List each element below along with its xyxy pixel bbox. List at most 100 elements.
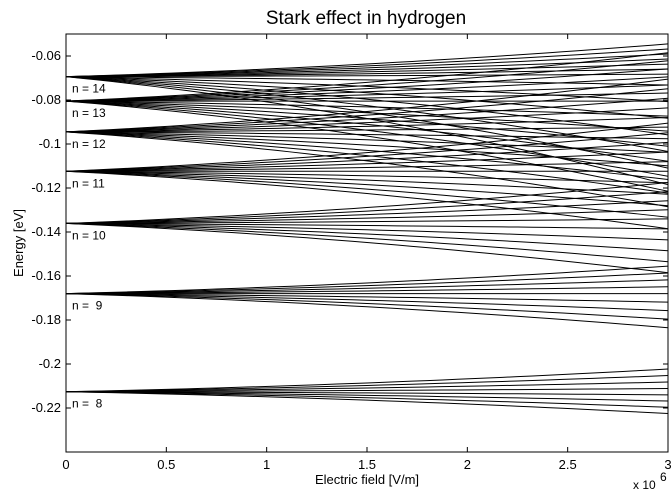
level-8-curve [65,375,669,393]
x-tick-label: 1.5 [358,457,376,472]
level-9-curve [65,286,669,295]
y-tick-label: -0.14 [31,224,61,239]
y-tick-label: -0.22 [31,400,61,415]
level-label-n11: n = 11 [72,176,105,190]
level-11-curve [65,170,669,207]
level-13-curve [65,100,669,117]
level-14-curve [65,48,669,78]
level-9-curve [65,279,669,295]
y-axis-ticks: -0.06 -0.08 -0.1 -0.12 -0.14 -0.16 -0.18 -0.2 -0… [31,48,668,415]
level-14-curve [65,76,669,136]
level-9-curve [65,293,669,303]
x-axis-multiplier-exponent: 6 [660,470,667,484]
level-10-curve [65,222,669,230]
y-tick-label: -0.08 [31,92,61,107]
y-tick-label: -0.2 [39,356,61,371]
level-10-curve [65,222,669,241]
level-12-curve [65,131,669,167]
level-8-curve [65,391,669,396]
level-12-curve [65,107,669,133]
level-14-curve [65,63,669,78]
level-11-curve [65,170,669,218]
level-14-curve [65,76,669,86]
level-14-curve [65,43,669,78]
level-11-curve [65,170,669,195]
level-12-curve [65,131,669,140]
level-label-n14: n = 14 [72,82,106,96]
level-14-curve [65,68,669,78]
level-13-curve [65,92,669,102]
level-11-curve [65,141,669,172]
x-axis-multiplier: x 10 [633,478,656,492]
level-9-curve [65,265,669,295]
level-9-curve [65,293,669,312]
level-9-curve [65,272,669,295]
x-tick-label: 1 [263,457,270,472]
level-13-curve [65,52,669,102]
x-tick-label: 3 [664,457,671,472]
level-12-curve [65,88,669,133]
y-tick-label: -0.16 [31,268,61,283]
level-9-curve [65,293,669,320]
level-10-curve [65,222,669,274]
level-14-curve [65,76,669,169]
level-11-curve [65,170,669,184]
level-label-n10: n = 10 [72,228,106,242]
level-13-curve [65,68,669,102]
level-8-curve [65,391,669,408]
level-14-curve [65,76,669,119]
level-10-curve [65,218,669,224]
level-label-n13: n = 13 [72,106,106,120]
level-14-curve [65,73,669,78]
level-12-curve [65,117,669,133]
level-13-curve [65,100,669,177]
level-10-curve [65,191,669,224]
level-14-curve [65,76,669,103]
level-10-curve [65,222,669,252]
level-14-curve [65,76,669,186]
level-8-curve [65,391,669,402]
y-axis-label: Energy [eV] [11,209,26,277]
level-label-n9: n = 9 [72,299,103,313]
level-8-curve [65,368,669,393]
level-10-curve [65,182,669,224]
level-11-curve [65,151,669,172]
level-11-curve [65,132,669,172]
level-10-curve [65,222,669,263]
y-tick-label: -0.12 [31,180,61,195]
x-tick-label: 0.5 [157,457,175,472]
level-13-curve [65,60,669,102]
level-10-curve [65,200,669,224]
level-13-curve [65,76,669,102]
chart-title: Stark effect in hydrogen [266,8,466,29]
level-13-curve [65,100,669,132]
level-12-curve [65,131,669,194]
y-tick-label: -0.18 [31,312,61,327]
level-labels: n = 8 n = 9 n = 10 n = 11 n = 12 n = 13 n = 14 [72,82,106,411]
x-axis-label: Electric field [V/m] [315,472,419,487]
level-label-n12: n = 12 [72,137,106,151]
level-label-n8: n = 8 [72,397,103,411]
level-14-curve [65,58,669,78]
level-12-curve [65,131,669,208]
level-8-curve [65,381,669,393]
level-11-curve [65,161,669,172]
y-tick-label: -0.06 [31,48,61,63]
x-tick-label: 2.5 [559,457,577,472]
level-11-curve [65,170,669,230]
energy-level-curves [65,43,669,414]
level-13-curve [65,84,669,102]
level-14-curve [65,76,669,152]
level-12-curve [65,78,669,133]
level-8-curve [65,387,669,393]
level-9-curve [65,293,669,329]
level-8-curve [65,391,669,414]
level-14-curve [65,53,669,78]
x-tick-label: 2 [464,457,471,472]
level-12-curve [65,131,669,180]
x-axis-ticks: 0 0.5 1 1.5 2 2.5 3 [62,34,672,472]
y-tick-label: -0.1 [39,136,61,151]
x-tick-label: 0 [62,457,69,472]
level-10-curve [65,209,669,224]
